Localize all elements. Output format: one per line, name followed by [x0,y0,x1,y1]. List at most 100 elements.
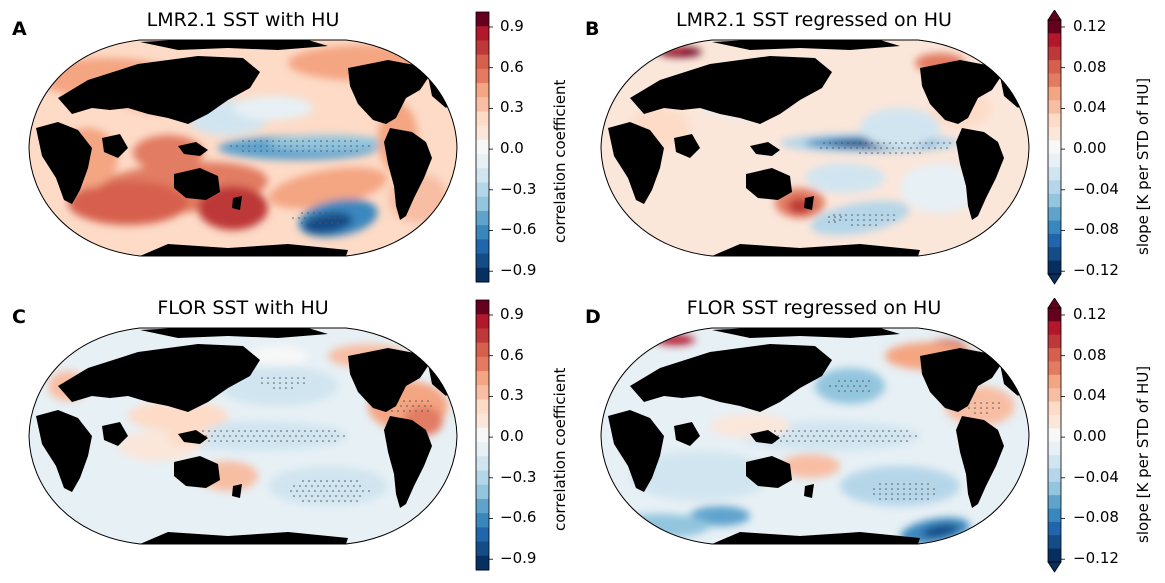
sst-anomaly [610,514,710,538]
colorbar-segment [476,300,489,315]
significance-stippling [820,142,951,226]
colorbar-segment [1048,180,1061,195]
land-mask [608,40,1026,256]
colorbar-segment [1048,374,1061,389]
sst-anomaly [805,163,885,193]
colorbar-segment [1048,308,1061,322]
panel-b-colorbar-label: slope [K per STD of HU] [1134,77,1152,255]
colorbar-segment [476,253,489,269]
colorbar-segment [476,168,489,184]
panel-a-title: LMR2.1 SST with HU [146,9,340,31]
panel-d-tick: −0.08 [1073,508,1119,526]
colorbar-segment [476,40,489,56]
colorbar-segment [1048,46,1061,61]
panel-b-tick: −0.08 [1073,220,1119,238]
colorbar-segment [1048,247,1061,262]
panel-d-tick: 0.00 [1073,427,1107,445]
colorbar-segment [476,97,489,112]
sst-anomaly [268,167,388,209]
sst-field [601,328,1029,544]
sst-field [29,40,457,256]
colorbar-segment [1048,193,1061,208]
panel-d-colorbar [1047,298,1065,573]
colorbar-segment [1048,86,1061,101]
colorbar-segment [476,413,489,429]
panel-a-tick: 0.3 [500,98,524,116]
colorbar-segment [476,342,489,358]
colorbar-frame [1047,19,1062,275]
sst-anomaly [248,346,308,366]
colorbar-segment [476,385,489,400]
colorbar-segment [476,328,489,344]
colorbar-segment [1048,334,1061,349]
colorbar-segment [1048,321,1061,336]
colorbar-segment [1048,401,1061,416]
colorbar-segment [476,498,489,514]
colorbar-segment [476,470,489,486]
panel-c-tick: −0.3 [500,468,537,486]
panel-c-map [28,327,458,545]
colorbar-segment [476,83,489,98]
panel-b-tick: −0.12 [1073,261,1119,279]
colorbar-segment [1048,20,1061,34]
colorbar-segment [1048,207,1061,222]
panel-d-colorbar-label: slope [K per STD of HU] [1134,365,1152,543]
panel-d-map [600,327,1030,545]
colorbar-segment [1048,428,1061,443]
colorbar-segment [476,239,489,255]
colorbar-segment [1048,233,1061,248]
panel-d-title: FLOR SST regressed on HU [686,297,942,319]
panel-a-colorbar-label: correlation coefficient [551,79,569,243]
panel-c-tick: 0.0 [500,427,524,445]
colorbar-extend-min [1047,561,1062,573]
colorbar-frame [475,11,490,283]
significance-stippling [759,380,1000,500]
colorbar-segment [476,182,489,198]
colorbar-segment [1048,548,1061,563]
significance-stippling [230,140,370,224]
sst-anomaly [840,466,960,506]
sst-anomaly [815,368,885,404]
panel-c-tick: −0.6 [500,508,537,526]
map-outline [28,39,458,257]
colorbar-frame [1047,307,1062,563]
colorbar-segment [1048,73,1061,88]
sst-anomaly [48,486,208,526]
colorbar-segment [476,196,489,212]
colorbar-segment [476,12,489,27]
colorbar-segment [476,356,489,372]
land-mask [608,328,1026,544]
panel-d-tick: 0.12 [1073,305,1107,323]
panel-d-tick: 0.08 [1073,346,1107,364]
panel-a-letter: A [12,18,27,40]
sst-anomaly [630,451,770,501]
colorbar-segment [1048,126,1061,141]
panel-d-tick: −0.04 [1073,468,1119,486]
colorbar-segment [1048,468,1061,483]
colorbar-segment [476,54,489,70]
colorbar-extend-max [1047,10,1062,21]
panel-b-tick: −0.04 [1073,180,1119,198]
sst-field [601,40,1029,256]
colorbar-segment [1048,260,1061,275]
sst-field [29,328,457,544]
panel-c-colorbar-label: correlation coefficient [551,367,569,531]
panel-c-tick: 0.6 [500,346,524,364]
colorbar-segment [1048,495,1061,510]
panel-a-tick: −0.3 [500,180,537,198]
colorbar-segment [1048,100,1061,115]
colorbar-segment [476,26,489,41]
colorbar-segment [476,555,489,571]
colorbar-segment [476,267,489,283]
colorbar-extend-max [1047,298,1062,309]
panel-b-tick: 0.04 [1073,98,1107,116]
colorbar-segment [476,399,489,415]
colorbar-segment [1048,33,1061,48]
colorbar-segment [476,111,489,127]
map-outline [600,327,1030,545]
sst-anomaly [710,414,790,438]
colorbar-segment [476,68,489,84]
colorbar-segment [1048,481,1061,496]
sst-anomaly [780,454,840,478]
colorbar-segment [1048,60,1061,74]
